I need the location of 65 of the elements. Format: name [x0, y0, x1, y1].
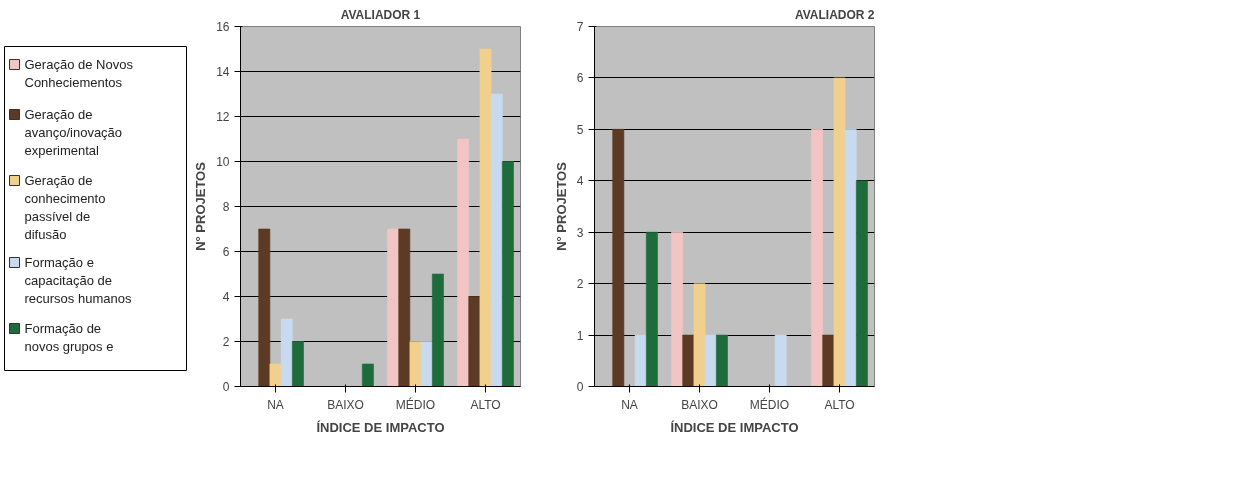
y-tick-label: 8 [222, 200, 230, 214]
bar [612, 129, 625, 387]
chart-title: AVALIADOR 1 [340, 7, 421, 22]
legend-label: Formação de novos grupos e [24, 320, 114, 354]
bar [716, 334, 728, 387]
x-tick-label: ALTO [470, 397, 501, 412]
y-tick-label: 6 [222, 245, 230, 259]
y-tick-label: 14 [216, 65, 230, 79]
bar [646, 231, 658, 387]
y-tick-label: 5 [576, 122, 584, 137]
bar [634, 334, 647, 387]
x-tick-label: ALTO [824, 397, 855, 412]
y-tick-label: 3 [576, 225, 584, 240]
bar [398, 228, 411, 387]
y-tick-label: 2 [222, 335, 230, 349]
bar [811, 129, 823, 387]
y-tick-label: 0 [222, 380, 230, 394]
bar [292, 341, 304, 387]
y-tick-label: 4 [222, 290, 230, 304]
x-tick-label: BAIXO [681, 397, 718, 412]
y-axis-title: N° PROJETOS [553, 161, 569, 251]
y-tick-label: 0 [576, 380, 584, 394]
bar [704, 334, 717, 387]
x-tick-label: BAIXO [327, 397, 364, 412]
bar [479, 48, 492, 387]
bar [258, 228, 271, 387]
bar [774, 334, 787, 387]
y-tick-label: 4 [576, 174, 584, 189]
bar [822, 334, 835, 387]
legend-label: Formação e capacitação de recursos humanos [24, 254, 132, 306]
bar [671, 231, 683, 387]
y-tick-label: 7 [576, 20, 584, 34]
bar [856, 180, 868, 387]
bar [502, 161, 514, 387]
bar [269, 363, 282, 387]
y-tick-label: 2 [576, 277, 584, 292]
bar [468, 296, 481, 387]
bar [833, 77, 846, 387]
bar [362, 363, 374, 387]
bar [409, 341, 422, 387]
bar [490, 93, 503, 387]
x-tick-label: MÉDIO [395, 396, 436, 412]
x-tick-label: NA [267, 397, 284, 412]
x-axis-title: ÍNDICE DE IMPACTO [670, 419, 799, 435]
y-tick-label: 1 [576, 328, 584, 343]
chart-title: AVALIADOR 2 [794, 7, 875, 22]
y-axis-title: N° PROJETOS [193, 161, 209, 251]
y-tick-label: 12 [216, 110, 230, 124]
bar [432, 273, 444, 387]
legend-label: Geração de avanço/inovação experimental [24, 106, 123, 158]
y-tick-label: 6 [576, 71, 584, 86]
x-tick-label: MÉDIO [749, 396, 790, 412]
y-tick-label: 10 [216, 155, 230, 169]
bar [457, 138, 469, 387]
bar [682, 334, 695, 387]
legend-label: Geração de conhecimento passível de difusão [24, 172, 106, 242]
bar [387, 228, 399, 387]
x-tick-label: NA [621, 397, 638, 412]
bar [693, 283, 706, 387]
bar [844, 129, 857, 387]
legend-label: Geração de Novos Conheciementos [24, 56, 134, 90]
bar [420, 341, 433, 387]
bar [280, 318, 293, 387]
y-tick-label: 16 [216, 20, 230, 34]
x-axis-title: ÍNDICE DE IMPACTO [316, 419, 445, 435]
